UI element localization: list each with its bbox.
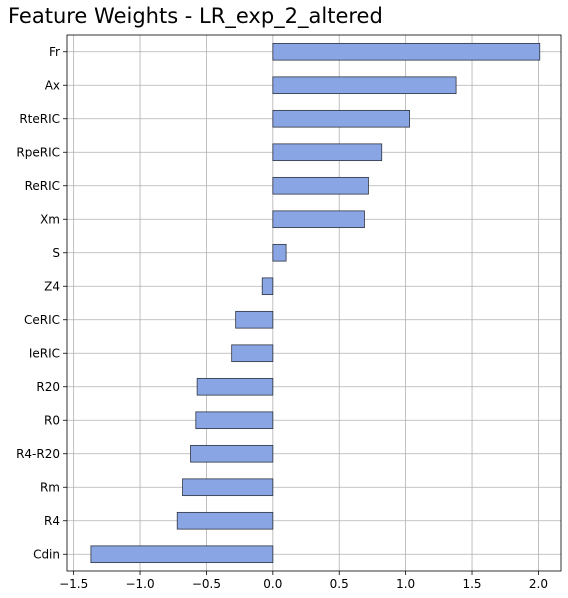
y-tick-label: RpeRIC [16, 145, 60, 159]
x-tick-label: −1.5 [59, 577, 88, 591]
x-tick-label: 1.5 [462, 577, 481, 591]
y-tick-label: R20 [36, 380, 60, 394]
bar-rperic [272, 143, 383, 162]
bar-r0 [195, 411, 274, 430]
y-tick-label: S [52, 246, 60, 260]
y-tick-label: R0 [44, 413, 60, 427]
y-tick-label: Z4 [44, 279, 60, 293]
y-tick-label: Rm [40, 480, 60, 494]
bar-xm [272, 210, 365, 229]
y-tick-label: Ax [45, 78, 60, 92]
bar-z4 [261, 277, 274, 296]
bar-ax [272, 76, 457, 95]
y-tick-label: R4 [44, 514, 60, 528]
x-tick-label: 0.0 [263, 577, 282, 591]
bar-ceric [235, 310, 274, 329]
bar-ieric [231, 344, 274, 363]
x-tick-label: −1.0 [125, 577, 154, 591]
y-tick-label: ReRIC [25, 179, 60, 193]
x-tick-label: 0.5 [330, 577, 349, 591]
bars [90, 42, 541, 564]
y-tick-label: R4-R20 [16, 447, 60, 461]
bar-r4 [176, 511, 274, 530]
plot-area-frame [66, 34, 562, 572]
x-tick-label: 1.0 [396, 577, 415, 591]
bar-s [272, 243, 287, 262]
chart-title: Feature Weights - LR_exp_2_altered [8, 4, 383, 29]
bar-r4-r20 [190, 444, 274, 463]
y-tick-label: IeRIC [29, 346, 60, 360]
bar-r20 [196, 377, 274, 396]
bar-cdin [90, 545, 274, 564]
ticks: −1.5 −1.0 −0.5 0.0 0.5 1.0 1.5 2.0 Fr Ax RteRIC Rpe… [16, 45, 548, 591]
y-tick-label: CeRIC [24, 313, 60, 327]
y-tick-label: Xm [40, 212, 60, 226]
bar-rm [182, 478, 274, 497]
y-tick-label: Fr [49, 45, 60, 59]
x-tick-label: 2.0 [529, 577, 548, 591]
bar-rteric [272, 109, 411, 128]
y-tick-label: Cdin [33, 547, 60, 561]
bar-fr [272, 42, 541, 61]
x-tick-label: −0.5 [192, 577, 221, 591]
y-tick-label: RteRIC [19, 112, 60, 126]
bar-reric [272, 176, 369, 195]
